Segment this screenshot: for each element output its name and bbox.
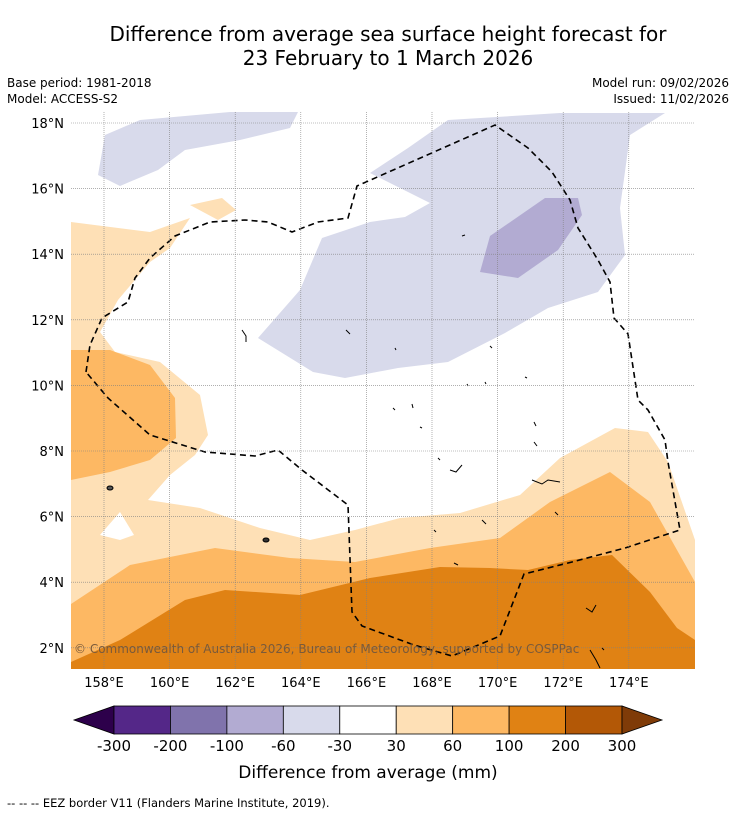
colorbar: -300 -200 -100 -60 -30 30 60 100 200 300 Differen… [72, 705, 664, 783]
islands [106, 234, 605, 669]
lon-label: 160°E [150, 676, 190, 691]
map-title: Difference from average sea surface heig… [40, 22, 736, 70]
lat-label: 2°N [40, 642, 65, 657]
eez-legend: -- -- -- EEZ border V11 (Flanders Marine… [7, 796, 330, 810]
colorbar-segment [226, 705, 284, 735]
colorbar-tick: -30 [328, 737, 353, 755]
colorbar-tick: 200 [551, 737, 580, 755]
lon-label: 172°E [543, 676, 583, 691]
lat-label: 14°N [31, 248, 64, 263]
colorbar-extend-high [621, 705, 664, 735]
map-area[interactable]: © Commonwealth of Australia 2026, Bureau… [71, 112, 695, 669]
issued-date: Issued: 11/02/2026 [613, 92, 729, 106]
lon-label: 166°E [347, 676, 387, 691]
colorbar-tick: -100 [210, 737, 244, 755]
colorbar-segment [282, 705, 341, 735]
title-line-2: 23 February to 1 March 2026 [242, 46, 534, 70]
lon-labels: 158°E 160°E 162°E 164°E 166°E 168°E 170°E 172°E… [84, 676, 648, 691]
colorbar-extend-low [72, 705, 115, 735]
lat-label: 8°N [40, 445, 65, 460]
lon-label: 164°E [281, 676, 321, 691]
colorbar-tick: -300 [97, 737, 131, 755]
colorbar-segment [113, 705, 171, 735]
colorbar-segment [508, 705, 566, 735]
colorbar-segments [113, 705, 623, 735]
colorbar-segment [565, 705, 623, 735]
colorbar-segment [452, 705, 510, 735]
contour-neg30-neg60-main [258, 113, 665, 378]
grid-lon [103, 112, 630, 669]
model-run: Model run: 09/02/2026 [591, 76, 729, 90]
lon-label: 174°E [609, 676, 649, 691]
model-name: Model: ACCESS-S2 [7, 92, 119, 106]
colorbar-ticks: -300 -200 -100 -60 -30 30 60 100 200 300 [97, 737, 636, 755]
title-line-1: Difference from average sea surface heig… [109, 22, 667, 46]
base-period: Base period: 1981-2018 [7, 76, 152, 90]
colorbar-tick: 30 [387, 737, 406, 755]
lat-label: 10°N [31, 379, 64, 394]
colorbar-segment [395, 705, 454, 735]
lon-label: 158°E [84, 676, 124, 691]
meta-left: Base period: 1981-2018 Model: ACCESS-S2 [7, 75, 152, 107]
contour-100-200 [71, 555, 695, 669]
lon-label: 162°E [215, 676, 255, 691]
colorbar-tick: 60 [443, 737, 462, 755]
lon-label: 170°E [478, 676, 518, 691]
lat-label: 16°N [31, 183, 64, 198]
meta-right: Model run: 09/02/2026 Issued: 11/02/2026 [592, 75, 729, 107]
lat-label: 18°N [31, 117, 64, 132]
colorbar-tick: 100 [495, 737, 524, 755]
grid-lat [71, 122, 695, 649]
colorbar-label: Difference from average (mm) [238, 763, 497, 783]
contour-neg30-neg60-north [98, 112, 298, 186]
contour-neg60-neg100 [480, 198, 582, 278]
white-patch [100, 512, 134, 540]
colorbar-tick: 300 [608, 737, 637, 755]
map-copyright: © Commonwealth of Australia 2026, Bureau… [74, 642, 579, 656]
colorbar-segment [339, 705, 397, 735]
lon-label: 168°E [412, 676, 452, 691]
lat-label: 6°N [40, 511, 65, 526]
lat-labels: 18°N 16°N 14°N 12°N 10°N 8°N 6°N 4°N 2°N [31, 117, 64, 657]
colorbar-tick: -60 [271, 737, 296, 755]
contour-30-60-patch [190, 198, 236, 220]
lat-label: 4°N [40, 576, 65, 591]
colorbar-tick: -200 [153, 737, 187, 755]
colorbar-segment [170, 705, 228, 735]
eez-border [85, 124, 681, 657]
contour-60-100-west [71, 350, 176, 480]
lat-label: 12°N [31, 314, 64, 329]
